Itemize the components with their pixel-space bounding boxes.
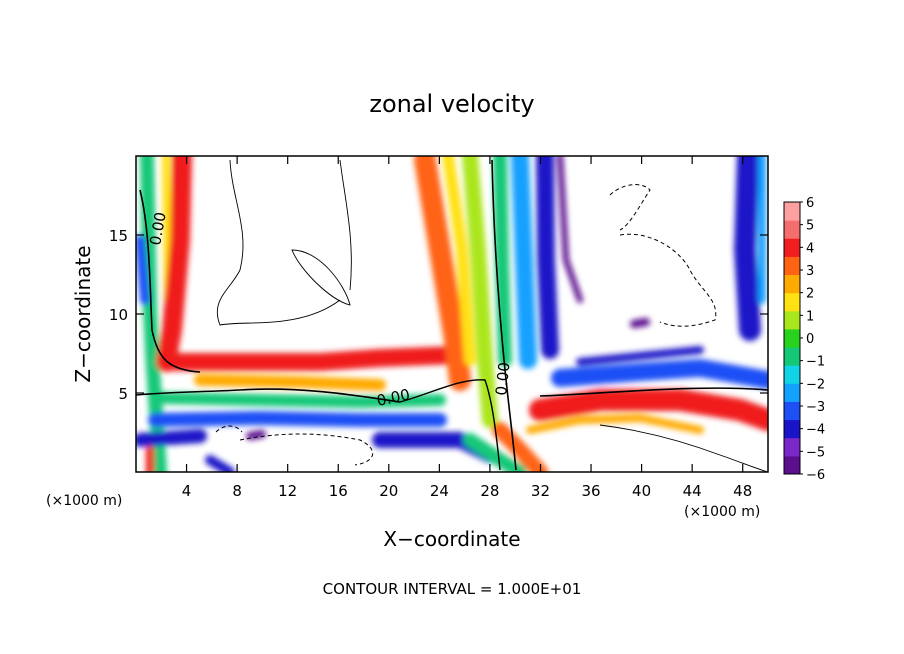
colorbar-swatch-13 <box>784 220 800 239</box>
x-tick-label: 28 <box>480 482 499 500</box>
plot-area: 0.00 0.00 0.00 <box>136 156 768 472</box>
x-tick-label: 24 <box>430 482 449 500</box>
colorbar-label: −4 <box>806 423 825 438</box>
colorbar-swatch-12 <box>784 238 800 257</box>
colorbar: 6 5 4 3 2 1 0 −1 −2 −3 −4 −5 −6 <box>783 196 825 483</box>
colorbar-swatch-1 <box>784 437 800 457</box>
x-tick-label: 8 <box>232 482 242 500</box>
colorbar-label: −2 <box>806 377 825 392</box>
colorbar-label: 3 <box>806 264 814 279</box>
colorbar-swatch-5 <box>784 365 800 384</box>
x-tick-label: 48 <box>733 482 752 500</box>
x-tick-label: 44 <box>683 482 702 500</box>
contour-interval-footer: CONTOUR INTERVAL = 1.000E+01 <box>323 580 582 598</box>
colorbar-swatch-4 <box>784 383 800 402</box>
colorbar-swatch-14 <box>784 202 800 221</box>
colorbar-label: −5 <box>806 445 825 460</box>
y-tick-label: 15 <box>109 227 128 245</box>
y-axis-unit: (×1000 m) <box>46 493 122 509</box>
x-tick-label: 36 <box>581 482 600 500</box>
x-axis-label: X−coordinate <box>383 527 520 551</box>
colorbar-label: 2 <box>806 287 814 302</box>
colorbar-label: 4 <box>806 241 814 256</box>
y-axis-ticks: 5 10 15 <box>109 227 768 403</box>
colorbar-label: 6 <box>806 196 814 211</box>
colorbar-label: 1 <box>806 309 814 324</box>
colorbar-label: 5 <box>806 219 814 234</box>
colorbar-swatch-10 <box>784 274 800 294</box>
colorbar-swatch-9 <box>784 292 800 312</box>
colorbar-swatch-3 <box>784 401 800 421</box>
colorbar-swatch-7 <box>784 328 800 348</box>
y-tick-label: 10 <box>109 306 128 324</box>
chart-title: zonal velocity <box>369 90 534 118</box>
x-tick-label: 32 <box>531 482 550 500</box>
x-tick-label: 40 <box>632 482 651 500</box>
y-axis-label: Z−coordinate <box>71 245 95 382</box>
colorbar-swatch-11 <box>784 256 800 276</box>
velocity-field <box>136 156 768 472</box>
x-tick-label: 16 <box>329 482 348 500</box>
contour-lines <box>136 159 768 472</box>
contour-label-1: 0.00 <box>146 211 170 247</box>
x-tick-label: 20 <box>379 482 398 500</box>
colorbar-label: 0 <box>806 332 814 347</box>
x-axis-ticks: 4 8 12 16 20 24 28 32 36 40 44 48 <box>182 156 752 500</box>
x-tick-label: 4 <box>182 482 192 500</box>
colorbar-swatch-8 <box>784 310 800 330</box>
y-tick-label: 5 <box>118 385 128 403</box>
x-axis-unit: (×1000 m) <box>684 504 760 520</box>
contour-label-3: 0.00 <box>492 361 513 396</box>
colorbar-label: −1 <box>806 355 825 370</box>
colorbar-swatch-6 <box>784 347 800 366</box>
colorbar-label: −6 <box>806 468 825 483</box>
x-tick-label: 12 <box>278 482 297 500</box>
colorbar-swatch-0 <box>784 455 800 475</box>
colorbar-swatch-2 <box>784 419 800 439</box>
colorbar-label: −3 <box>806 400 825 415</box>
